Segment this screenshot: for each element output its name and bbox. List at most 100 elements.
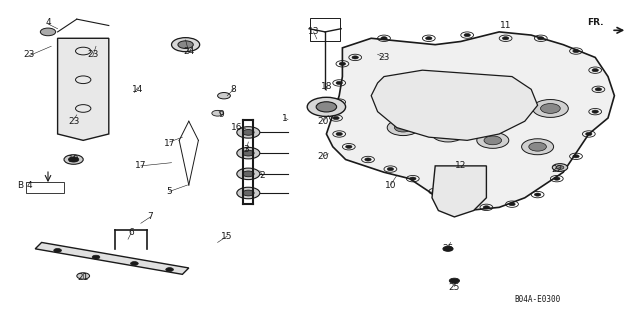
- Text: 17: 17: [135, 161, 147, 170]
- Circle shape: [443, 246, 453, 251]
- Circle shape: [432, 126, 464, 142]
- Text: 7: 7: [148, 212, 153, 221]
- Text: 15: 15: [221, 232, 233, 241]
- Circle shape: [218, 93, 230, 99]
- Text: 25: 25: [449, 283, 460, 292]
- Text: 19: 19: [68, 155, 79, 164]
- Circle shape: [496, 97, 515, 107]
- Circle shape: [77, 273, 90, 279]
- Circle shape: [336, 132, 342, 136]
- Circle shape: [333, 116, 339, 120]
- Circle shape: [451, 91, 470, 100]
- Circle shape: [365, 158, 371, 161]
- Circle shape: [243, 130, 254, 135]
- Circle shape: [346, 145, 352, 148]
- Circle shape: [243, 150, 254, 156]
- Circle shape: [68, 157, 79, 162]
- Text: 24: 24: [183, 47, 195, 56]
- Circle shape: [178, 41, 193, 48]
- Circle shape: [484, 136, 502, 145]
- Circle shape: [552, 164, 568, 171]
- Text: 11: 11: [500, 21, 511, 30]
- Circle shape: [483, 206, 490, 209]
- Circle shape: [131, 262, 138, 265]
- Text: 13: 13: [308, 27, 319, 36]
- Circle shape: [534, 193, 541, 196]
- Circle shape: [54, 249, 61, 252]
- Text: 12: 12: [455, 161, 467, 170]
- Circle shape: [307, 97, 346, 116]
- Text: 16: 16: [231, 123, 243, 132]
- Circle shape: [166, 268, 173, 271]
- Circle shape: [477, 132, 509, 148]
- Text: 5: 5: [167, 187, 172, 196]
- Circle shape: [432, 190, 438, 193]
- Circle shape: [339, 62, 346, 65]
- Text: 8: 8: [231, 85, 236, 94]
- Polygon shape: [432, 166, 486, 217]
- Text: 14: 14: [132, 85, 143, 94]
- Circle shape: [573, 155, 579, 158]
- Circle shape: [426, 37, 432, 40]
- Circle shape: [532, 100, 568, 117]
- Circle shape: [394, 123, 412, 132]
- Circle shape: [529, 142, 547, 151]
- Circle shape: [336, 100, 342, 104]
- Circle shape: [406, 85, 426, 94]
- Circle shape: [352, 56, 358, 59]
- Text: 9: 9: [218, 110, 223, 119]
- Circle shape: [316, 102, 337, 112]
- Text: 20: 20: [317, 152, 329, 161]
- Circle shape: [538, 37, 544, 40]
- Circle shape: [237, 187, 260, 199]
- Circle shape: [172, 38, 200, 52]
- Circle shape: [502, 37, 509, 40]
- Bar: [310, 18, 340, 41]
- Text: 23: 23: [23, 50, 35, 59]
- Text: 20: 20: [317, 117, 329, 126]
- Text: 21: 21: [77, 273, 89, 282]
- Circle shape: [556, 166, 564, 169]
- Text: 23: 23: [378, 53, 390, 62]
- Circle shape: [595, 88, 602, 91]
- Circle shape: [237, 147, 260, 159]
- Circle shape: [488, 93, 524, 111]
- Text: FR.: FR.: [587, 18, 604, 27]
- Polygon shape: [58, 38, 109, 140]
- Text: 23: 23: [87, 50, 99, 59]
- Circle shape: [212, 110, 223, 116]
- Circle shape: [410, 177, 416, 180]
- Circle shape: [509, 203, 515, 206]
- Text: 10: 10: [385, 181, 396, 189]
- Text: 25: 25: [442, 244, 454, 253]
- Circle shape: [443, 87, 479, 105]
- Circle shape: [381, 37, 387, 40]
- Circle shape: [439, 130, 457, 138]
- Circle shape: [387, 167, 394, 171]
- Circle shape: [237, 168, 260, 180]
- Circle shape: [573, 49, 579, 53]
- Polygon shape: [371, 70, 538, 140]
- Circle shape: [40, 28, 56, 36]
- Circle shape: [464, 33, 470, 37]
- Text: B 4: B 4: [19, 181, 33, 189]
- Text: 23: 23: [68, 117, 79, 126]
- Circle shape: [336, 81, 342, 85]
- Bar: [26, 182, 64, 193]
- Circle shape: [522, 139, 554, 155]
- Polygon shape: [326, 32, 614, 211]
- Circle shape: [92, 255, 100, 259]
- Circle shape: [64, 155, 83, 164]
- Circle shape: [554, 177, 560, 180]
- Text: 18: 18: [321, 82, 332, 91]
- Circle shape: [237, 127, 260, 138]
- Text: 17: 17: [164, 139, 175, 148]
- Text: 22: 22: [551, 165, 563, 174]
- Circle shape: [541, 104, 560, 113]
- Circle shape: [243, 171, 254, 177]
- Circle shape: [449, 278, 460, 283]
- Text: 3: 3: [244, 145, 249, 154]
- Text: 4: 4: [45, 18, 51, 27]
- Circle shape: [458, 203, 464, 206]
- Circle shape: [592, 69, 598, 72]
